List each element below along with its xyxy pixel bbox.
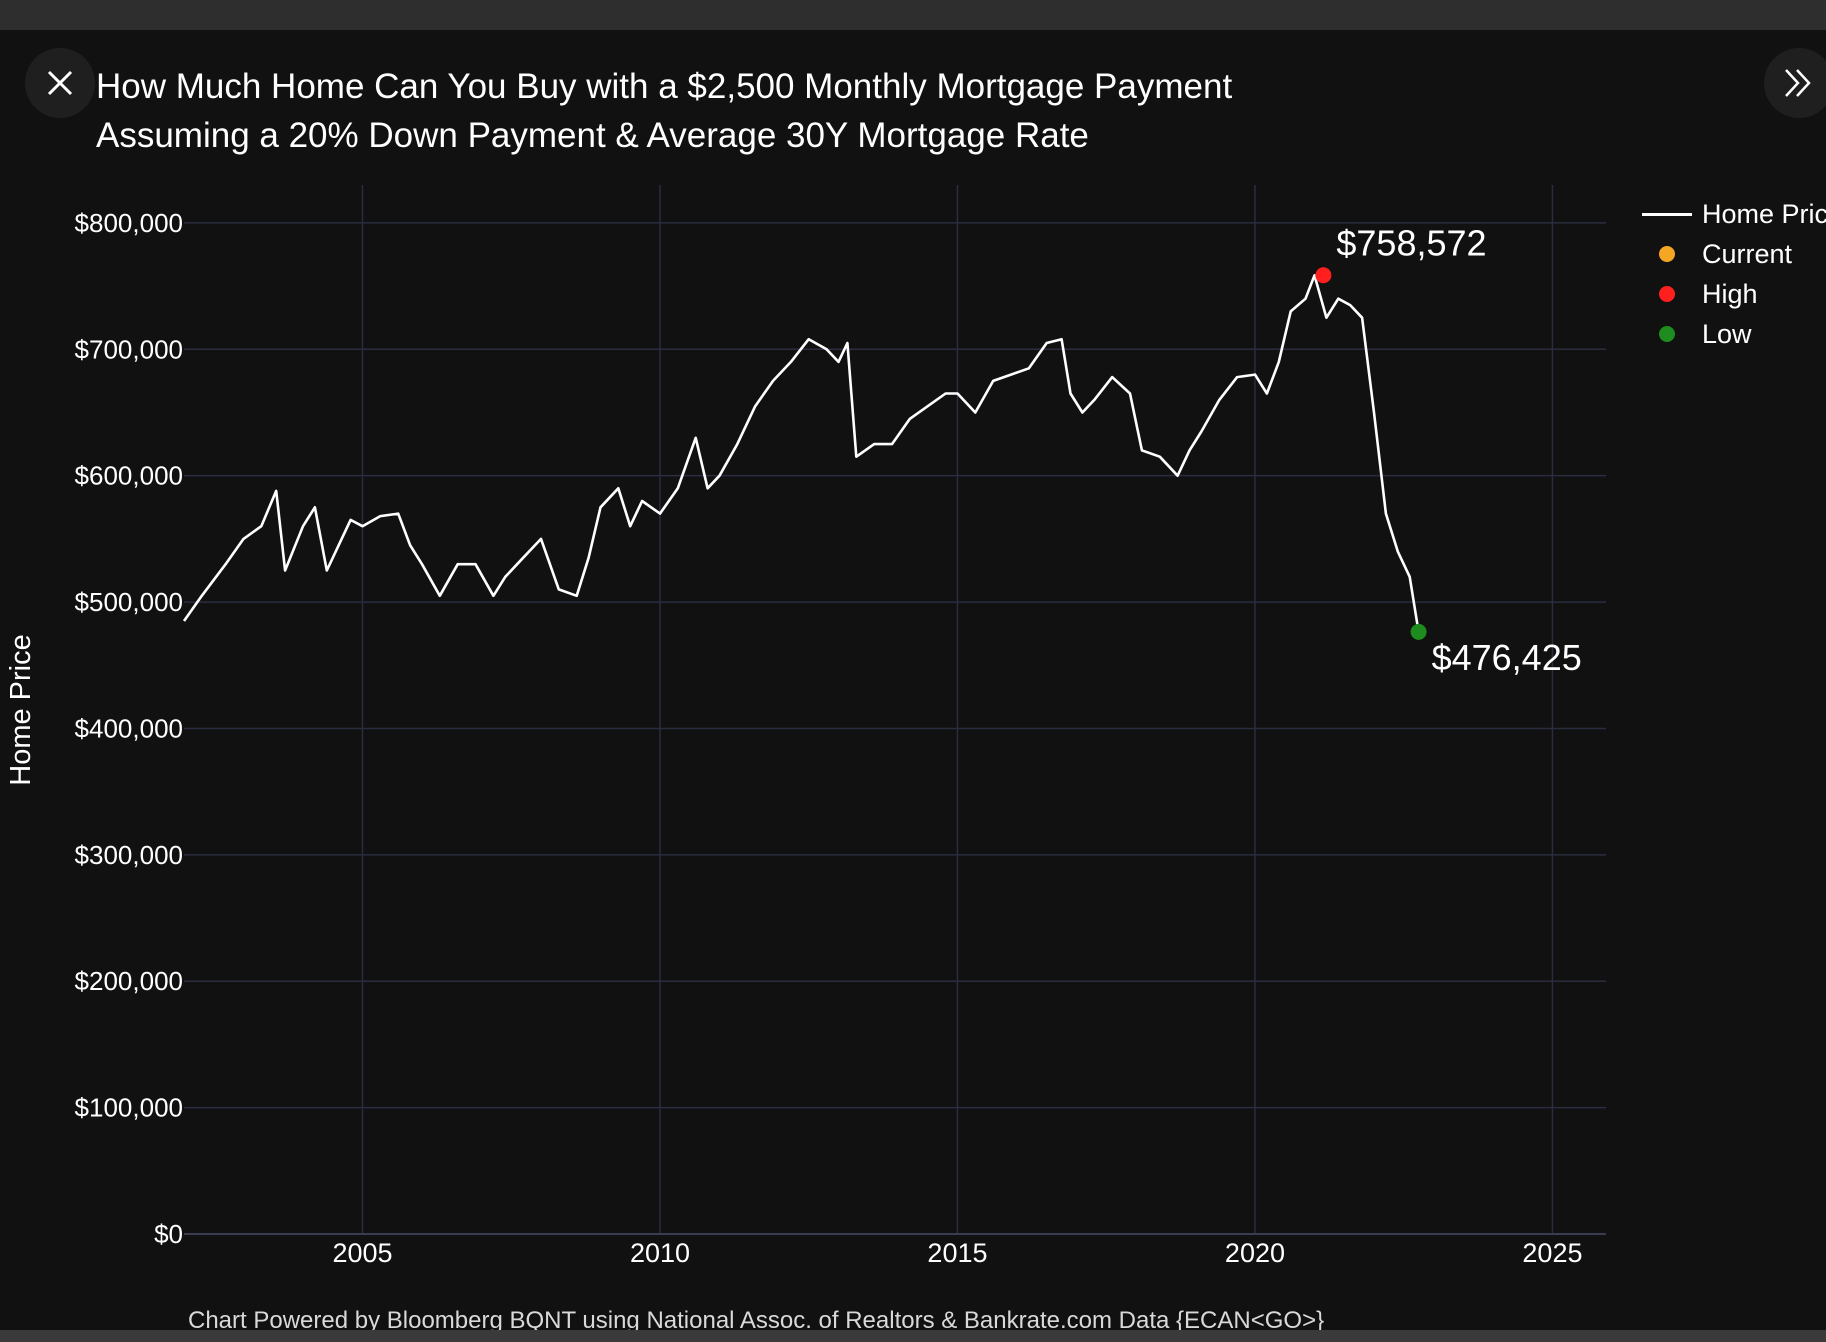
series-layer <box>182 274 1420 633</box>
gridlines <box>184 185 1606 1235</box>
legend-dot-swatch <box>1659 326 1675 342</box>
legend-label: Home Price <box>1702 199 1826 229</box>
x-tick-label: 2010 <box>630 1238 690 1268</box>
high-value-label: $758,572 <box>1336 222 1486 263</box>
source-note: Chart Powered by Bloomberg BQNT using Na… <box>188 1307 1325 1334</box>
high-marker <box>1315 267 1332 284</box>
legend-label: High <box>1702 279 1758 309</box>
line-chart: $0 $100,000 $200,000 $300,000 $400,000 $500,0… <box>5 185 1606 1268</box>
y-tick-label: $300,000 <box>75 840 183 870</box>
y-tick-label: $0 <box>154 1219 183 1249</box>
y-tick-label: $200,000 <box>75 966 183 996</box>
legend-item-high[interactable]: High <box>1640 274 1826 314</box>
chart-title-line-2: Assuming a 20% Down Payment & Average 30… <box>96 116 1089 155</box>
legend-item-current[interactable]: Current <box>1640 234 1826 274</box>
low-value-label: $476,425 <box>1432 637 1582 678</box>
chart-title-line-1: How Much Home Can You Buy with a $2,500 … <box>96 67 1233 106</box>
legend-item-home-price[interactable]: Home Price <box>1640 194 1826 234</box>
x-tick-label: 2005 <box>332 1238 392 1268</box>
next-button[interactable] <box>1764 48 1826 118</box>
y-tick-label: $600,000 <box>75 461 183 491</box>
y-tick-label: $400,000 <box>75 713 183 743</box>
chart-title: How Much Home Can You Buy with a $2,500 … <box>96 62 1596 160</box>
top-strip <box>0 0 1826 30</box>
y-tick-label: $700,000 <box>75 334 183 364</box>
legend-label: Current <box>1702 239 1793 269</box>
axes: $0 $100,000 $200,000 $300,000 $400,000 $500,0… <box>5 208 1606 1268</box>
double-chevron-right-icon <box>1785 69 1811 97</box>
legend-label: Low <box>1702 319 1752 349</box>
series-line-home-price <box>182 274 1420 633</box>
y-axis-title: Home Price <box>5 634 37 786</box>
close-icon <box>47 70 73 96</box>
x-tick-label: 2025 <box>1522 1238 1582 1268</box>
y-tick-label: $500,000 <box>75 587 183 617</box>
chart-panel: How Much Home Can You Buy with a $2,500 … <box>0 30 1826 1334</box>
y-tick-label: $100,000 <box>75 1093 183 1123</box>
legend-item-low[interactable]: Low <box>1640 314 1826 354</box>
bottom-strip <box>0 1330 1826 1342</box>
x-tick-label: 2020 <box>1225 1238 1285 1268</box>
legend-dot-swatch <box>1659 246 1675 262</box>
close-button[interactable] <box>25 48 95 118</box>
legend: Home Price Current High Low <box>1640 194 1826 354</box>
y-tick-label: $800,000 <box>75 208 183 238</box>
marker-layer: $758,572 $476,425 <box>1315 222 1582 678</box>
legend-line-swatch <box>1642 213 1692 216</box>
low-marker <box>1410 623 1427 640</box>
x-tick-label: 2015 <box>927 1238 987 1268</box>
legend-dot-swatch <box>1659 286 1675 302</box>
